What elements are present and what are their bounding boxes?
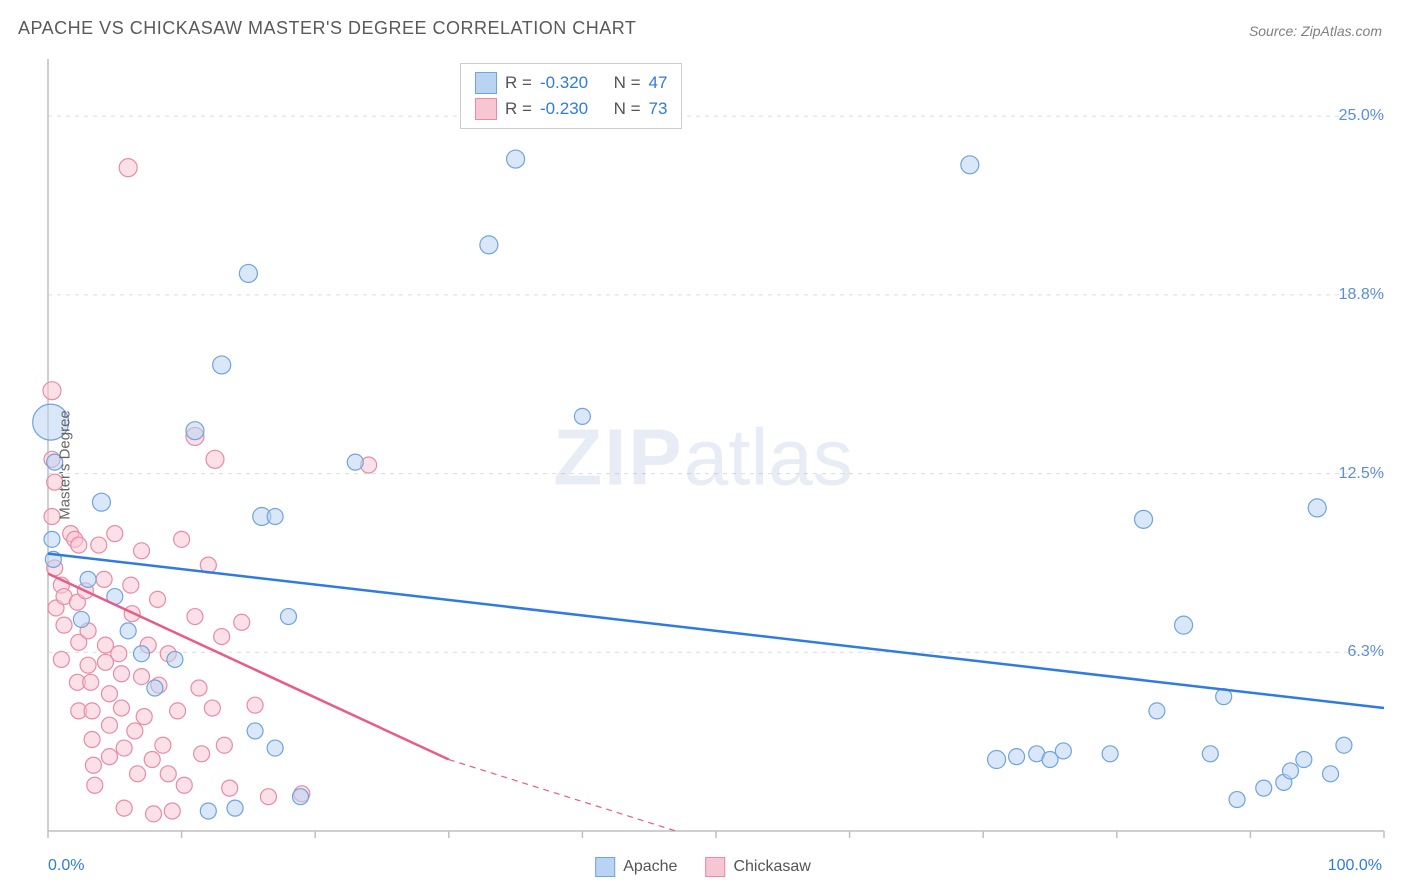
source-credit: Source: ZipAtlas.com	[1249, 23, 1382, 39]
y-tick-label: 18.8%	[1339, 286, 1384, 304]
legend-series-item: Apache	[595, 857, 677, 877]
series-legend: Apache Chickasaw	[595, 857, 811, 877]
legend-correlation-row: R = -0.320 N = 47	[475, 70, 667, 96]
x-axis-max-label: 100.0%	[1328, 857, 1382, 875]
chart-title: APACHE VS CHICKASAW MASTER'S DEGREE CORR…	[18, 18, 636, 39]
legend-series-item: Chickasaw	[705, 857, 810, 877]
y-tick-label: 6.3%	[1348, 643, 1384, 661]
correlation-legend: R = -0.320 N = 47 R = -0.230 N = 73	[460, 63, 682, 129]
legend-correlation-row: R = -0.230 N = 73	[475, 96, 667, 122]
y-axis-label: Master's Degree	[56, 410, 73, 520]
x-axis-min-label: 0.0%	[48, 857, 84, 875]
y-tick-label: 25.0%	[1339, 107, 1384, 125]
y-tick-label: 12.5%	[1339, 465, 1384, 483]
chart-area: ZIPatlas Master's Degree 0.0% 100.0% 6.3…	[0, 45, 1406, 885]
scatter-plot-svg	[0, 45, 1406, 853]
